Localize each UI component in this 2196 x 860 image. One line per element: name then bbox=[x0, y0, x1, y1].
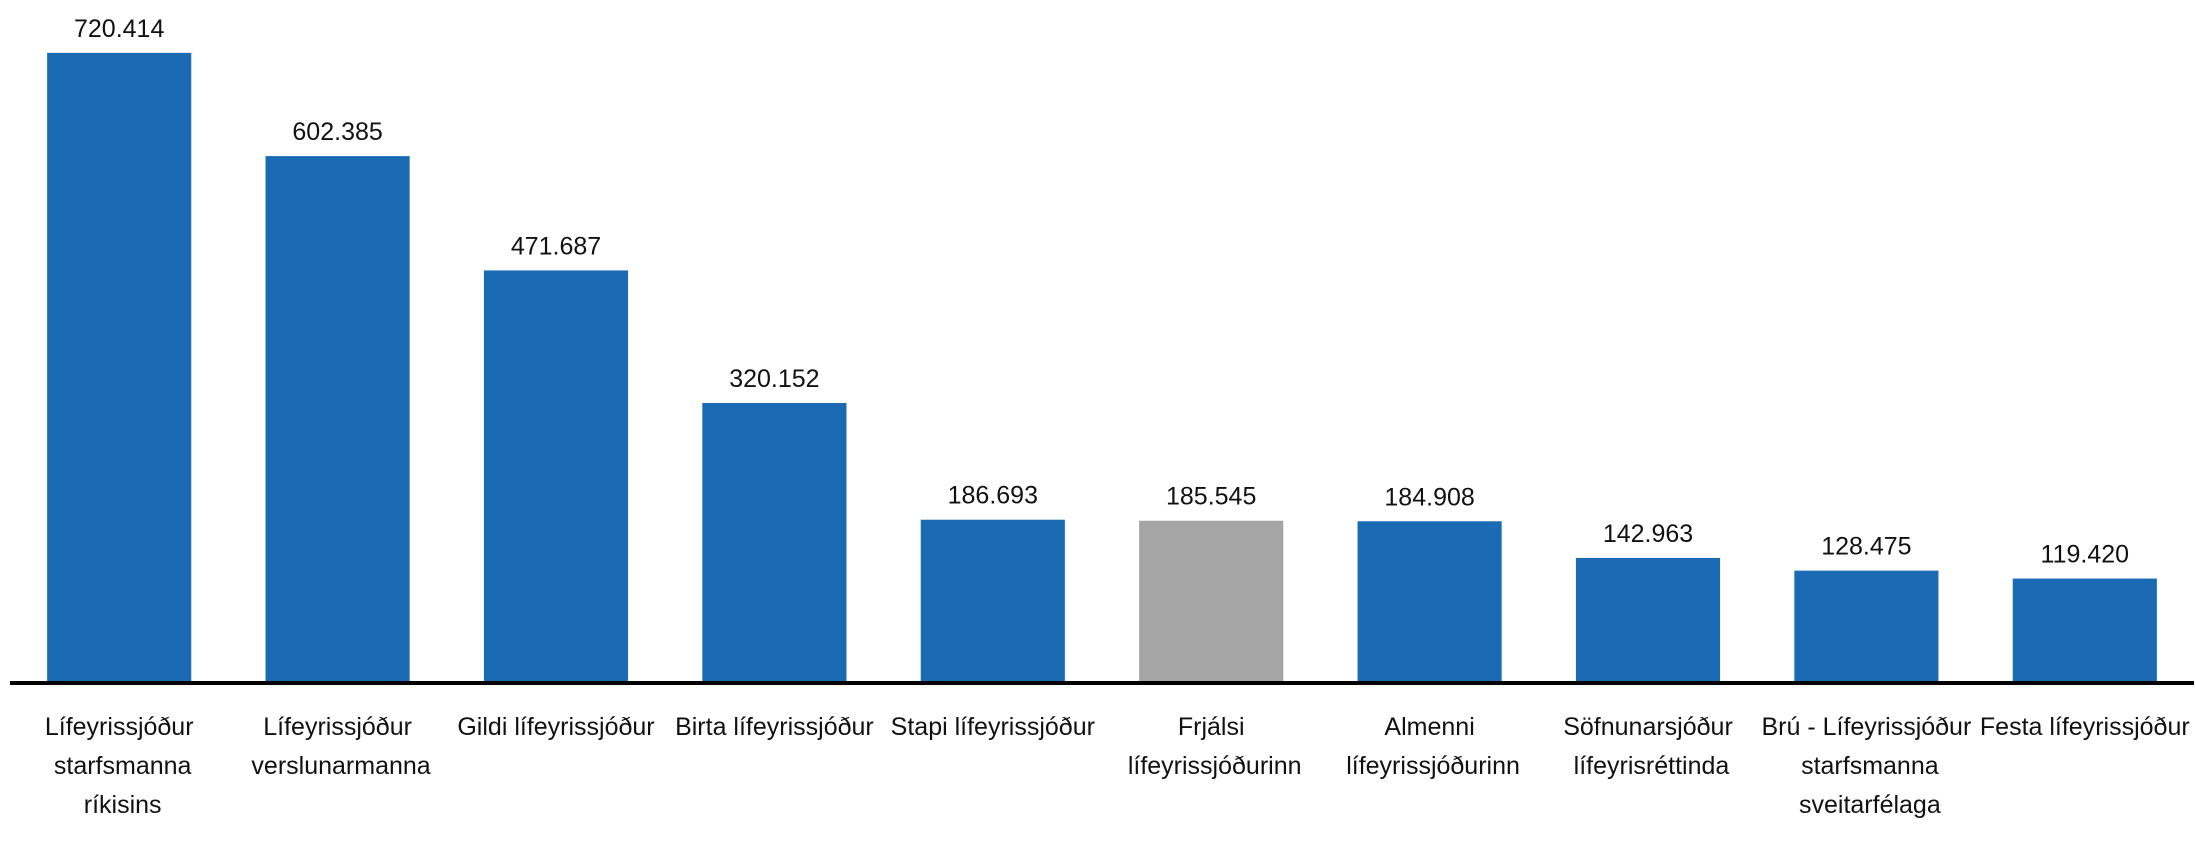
bar bbox=[2012, 578, 2157, 683]
x-tick-label: Söfnunarsjóður lífeyrisréttinda bbox=[1563, 713, 1733, 780]
value-label: 320.152 bbox=[729, 365, 819, 393]
x-tick-label: Lífeyrissjóður starfsmanna ríkisins bbox=[45, 713, 194, 819]
x-tick-label: Frjálsi lífeyrissjóðurinn bbox=[1121, 713, 1302, 780]
value-label: 142.963 bbox=[1603, 520, 1693, 548]
bar bbox=[47, 52, 192, 684]
x-tick-label: Almenni lífeyrissjóðurinn bbox=[1339, 713, 1520, 780]
bar bbox=[920, 519, 1065, 683]
bar bbox=[265, 156, 410, 684]
value-label: 602.385 bbox=[292, 118, 382, 146]
bar bbox=[483, 270, 629, 683]
bar bbox=[1575, 557, 1721, 683]
value-label: 185.545 bbox=[1166, 483, 1256, 511]
x-tick-label: Stapi lífeyrissjóður bbox=[891, 713, 1095, 741]
x-tick-label: Lífeyrissjóður verslunarmanna bbox=[244, 713, 430, 780]
x-tick-label: Gildi lífeyrissjóður bbox=[457, 713, 654, 741]
bar bbox=[1794, 570, 1939, 683]
x-tick-label: Birta lífeyrissjóður bbox=[675, 713, 874, 741]
value-label: 471.687 bbox=[511, 232, 601, 260]
value-label: 128.475 bbox=[1821, 533, 1911, 561]
bar bbox=[1139, 520, 1284, 683]
value-label: 720.414 bbox=[74, 15, 164, 43]
value-label: 186.693 bbox=[948, 482, 1038, 510]
x-tick-label: Festa lífeyrissjóður bbox=[1980, 713, 2190, 741]
value-label: 184.908 bbox=[1384, 483, 1474, 511]
value-label: 119.420 bbox=[2041, 541, 2130, 569]
bar bbox=[702, 402, 847, 683]
x-tick-label: Brú - Lífeyrissjóður starfsmanna sveitar… bbox=[1762, 713, 1972, 819]
bar bbox=[1357, 521, 1502, 683]
